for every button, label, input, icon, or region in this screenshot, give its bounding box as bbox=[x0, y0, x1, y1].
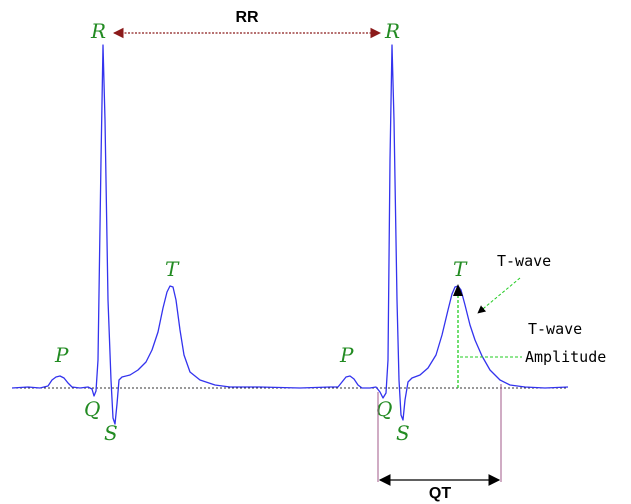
s-wave-label-2: S bbox=[396, 421, 410, 445]
t-wave-pointer-arrow bbox=[477, 277, 521, 314]
p-wave-label-1: P bbox=[54, 343, 69, 367]
t-wave-amplitude-annotation-line2: Amplitude bbox=[525, 348, 606, 366]
q-wave-label-2: Q bbox=[376, 397, 392, 421]
t-wave-label-1: T bbox=[165, 257, 180, 281]
t-wave-peak-arrow-icon bbox=[453, 284, 463, 296]
ecg-trace bbox=[11, 44, 569, 425]
t-wave-annotation: T-wave bbox=[497, 252, 551, 270]
rr-label: RR bbox=[235, 9, 259, 26]
r-peak-label-2: R bbox=[384, 19, 400, 43]
r-peak-label-1: R bbox=[90, 19, 106, 43]
t-wave-amplitude-annotation-line1: T-wave bbox=[528, 320, 582, 338]
p-wave-label-2: P bbox=[339, 343, 354, 367]
qt-label: QT bbox=[429, 485, 451, 502]
t-wave-label-2: T bbox=[453, 257, 468, 281]
s-wave-label-1: S bbox=[104, 421, 118, 445]
q-wave-label-1: Q bbox=[84, 397, 100, 421]
